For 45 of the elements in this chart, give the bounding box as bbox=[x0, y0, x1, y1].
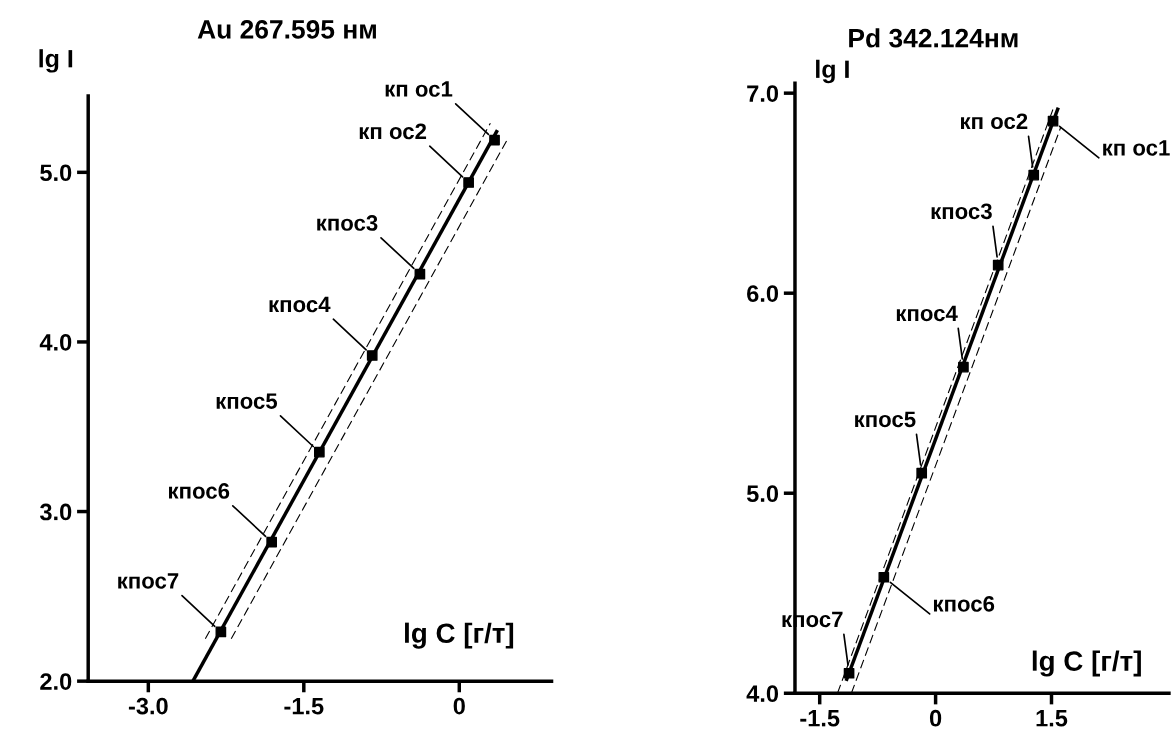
annotation: кпос4 bbox=[269, 296, 331, 313]
y-tick-label: 5.0 bbox=[40, 164, 72, 182]
annotation: кпос5 bbox=[216, 393, 278, 409]
annotation: кп ос1 bbox=[385, 81, 453, 97]
x-tick-label: 0 bbox=[929, 709, 942, 727]
point bbox=[916, 467, 928, 479]
point bbox=[489, 134, 500, 146]
annotation: кпос7 bbox=[118, 573, 179, 589]
y-tick-label: 3.0 bbox=[39, 503, 72, 521]
x-tick-label: 1.5 bbox=[1036, 710, 1068, 727]
y-tick-label: 4.0 bbox=[746, 685, 779, 703]
x-tick-label: -1.5 bbox=[800, 710, 840, 727]
y-tick-label: 6.0 bbox=[747, 285, 779, 302]
annotation: кпос5 bbox=[855, 411, 916, 428]
point bbox=[878, 571, 890, 583]
y-axis-title: lg I bbox=[39, 49, 73, 73]
annotation: кпос4 bbox=[896, 305, 958, 322]
x-tick-label: 0 bbox=[453, 697, 465, 715]
annotation: кп ос1 bbox=[1103, 140, 1170, 156]
point bbox=[1028, 169, 1040, 181]
x-tick-label: -3.0 bbox=[128, 697, 168, 715]
annotation: кпос3 bbox=[931, 203, 992, 220]
x-tick-label: -1.5 bbox=[284, 698, 324, 715]
point bbox=[266, 536, 278, 548]
x-axis-title: lg C [г/т] bbox=[405, 622, 514, 649]
point bbox=[992, 259, 1004, 271]
annotation: кпос3 bbox=[317, 215, 378, 231]
y-tick-label: 5.0 bbox=[746, 485, 779, 503]
chart-title: Au 267.595 нм bbox=[197, 20, 376, 39]
annotation: кп ос2 bbox=[359, 123, 427, 140]
point bbox=[958, 361, 969, 373]
y-axis-title: lg I bbox=[816, 59, 849, 84]
y-tick-label: 7.0 bbox=[747, 85, 779, 102]
point bbox=[366, 350, 378, 361]
annotation: кпос6 bbox=[169, 483, 230, 499]
x-axis-title: lg C [г/т] bbox=[1032, 650, 1141, 677]
annotation: кпос6 bbox=[933, 595, 995, 612]
point bbox=[1047, 115, 1059, 127]
point bbox=[843, 667, 855, 679]
y-tick-label: 2.0 bbox=[40, 673, 72, 690]
point bbox=[463, 177, 474, 188]
point bbox=[314, 446, 325, 458]
annotation: кп ос2 bbox=[961, 113, 1028, 130]
y-tick-label: 4.0 bbox=[39, 334, 72, 351]
chart-title: Pd 342.124нм bbox=[849, 28, 1018, 48]
